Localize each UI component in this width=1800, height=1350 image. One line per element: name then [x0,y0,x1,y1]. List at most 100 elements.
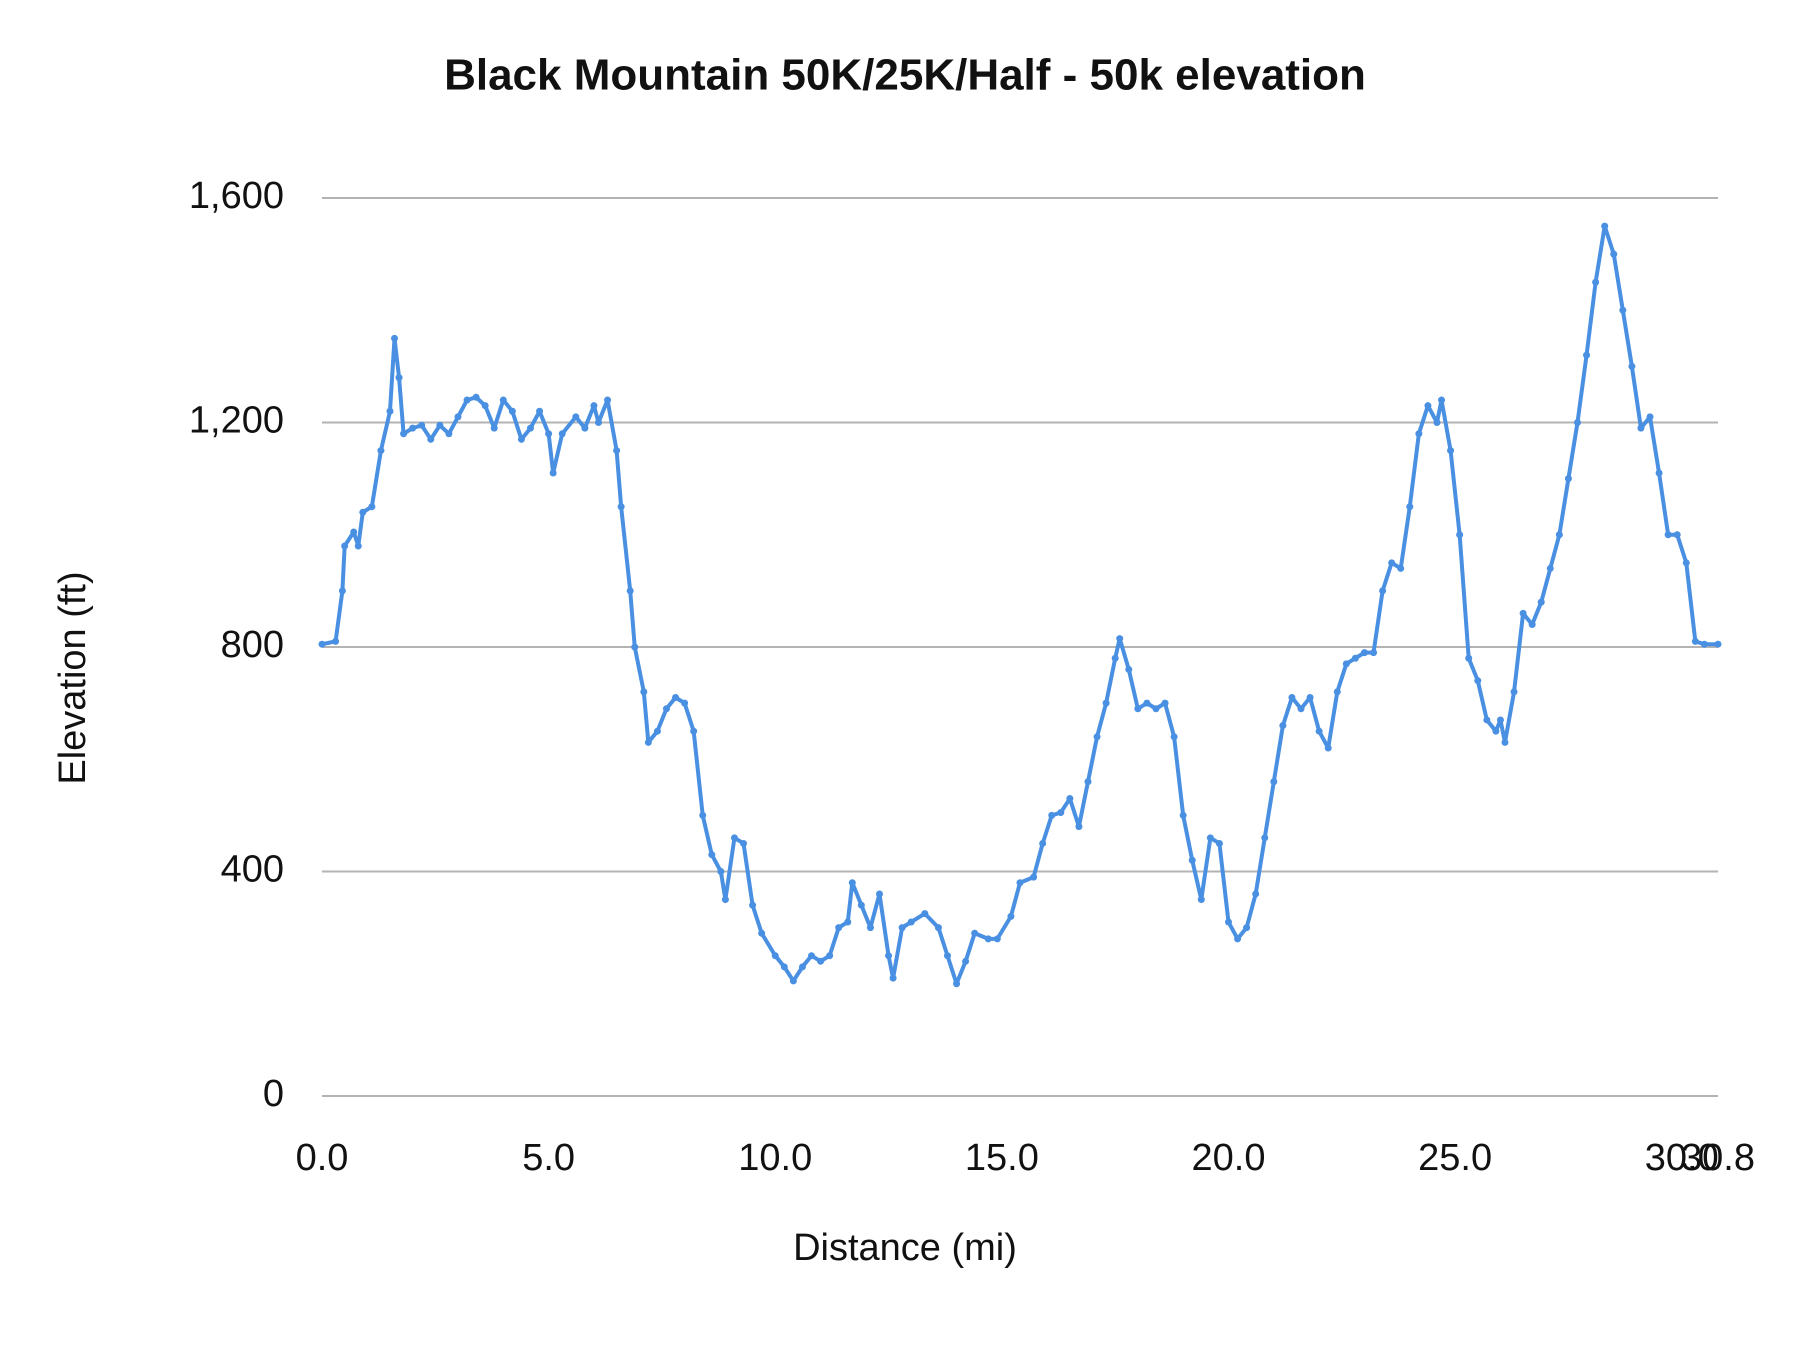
x-tick-label: 15.0 [965,1137,1039,1179]
point [1510,688,1518,696]
point [1646,413,1654,421]
point [1664,531,1672,539]
point [1564,475,1572,483]
point [898,924,906,932]
point [427,435,435,443]
point [1197,896,1205,904]
point [1496,716,1504,724]
point [1170,733,1178,741]
point [1179,811,1187,819]
point [1537,598,1545,606]
point [681,699,689,707]
point [526,424,534,432]
point [690,727,698,735]
y-axis-title: Elevation (ft) [52,571,94,784]
point [631,643,639,651]
y-tick-label: 1,200 [189,400,284,442]
point [418,421,426,429]
point [1351,654,1359,662]
point [953,980,961,988]
point [377,447,385,455]
y-tick-label: 1,600 [189,175,284,217]
point [1501,738,1509,746]
point [1252,890,1260,898]
y-tick-label: 0 [263,1073,284,1115]
y-tick-label: 800 [221,624,284,666]
point [1333,688,1341,696]
point [1388,559,1396,567]
point [1360,649,1368,657]
point [780,963,788,971]
point [1447,447,1455,455]
point [1306,694,1314,702]
point [640,688,648,696]
point [613,447,621,455]
point [740,839,748,847]
point [885,952,893,960]
point [1628,362,1636,370]
point [907,918,915,926]
point [1315,727,1323,735]
point [499,396,507,404]
point [1465,654,1473,662]
point [1456,531,1464,539]
point [1084,778,1092,786]
x-tick-label: 20.0 [1192,1137,1266,1179]
point [1057,809,1065,817]
point [730,834,738,842]
point [1610,250,1618,258]
point [1691,637,1699,645]
point [1714,640,1722,648]
point [717,868,725,875]
point [508,407,516,415]
point [808,952,816,960]
point [1324,744,1332,752]
point [1370,649,1378,657]
point [749,901,757,909]
point [875,890,883,898]
point [934,924,942,932]
point [1655,469,1663,477]
point [517,435,525,443]
point [943,952,951,960]
point [1424,402,1432,410]
point [984,935,992,943]
point [1093,733,1101,741]
point [1546,564,1554,572]
point [1243,924,1251,932]
point [1288,694,1296,702]
point [445,430,453,438]
point [400,430,408,438]
point [1066,795,1074,803]
point [789,977,797,985]
point [1007,912,1015,920]
point [826,952,834,960]
x-tick-label: 0.0 [296,1137,349,1179]
point [889,974,897,982]
point [472,393,480,401]
point [1030,873,1038,881]
point [1682,559,1690,567]
point [1438,396,1446,404]
point [1143,699,1151,707]
point [1206,834,1214,842]
point [536,407,544,415]
point [1152,705,1160,713]
point [338,587,346,595]
point [721,896,729,904]
point [1673,531,1681,539]
point [409,424,417,432]
point [835,924,843,932]
point [350,528,358,536]
point [359,508,367,516]
point [962,957,970,965]
point [354,542,362,550]
point [1397,564,1405,572]
point [1379,587,1387,595]
point [1519,609,1527,617]
point [1111,654,1119,662]
x-tick-label: 25.0 [1418,1137,1492,1179]
point [463,396,471,404]
point [798,963,806,971]
point [1039,839,1047,847]
